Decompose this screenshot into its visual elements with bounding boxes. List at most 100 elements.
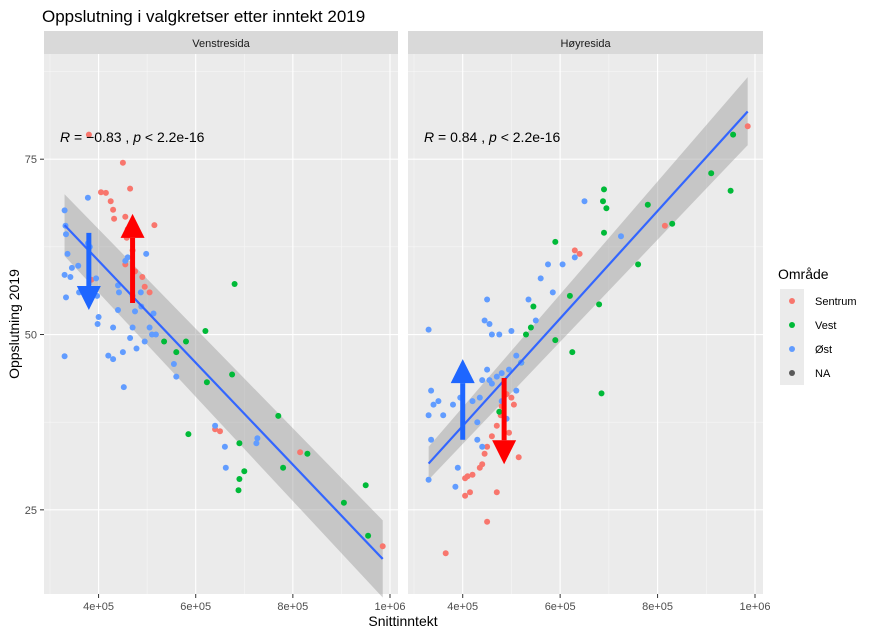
data-point <box>217 428 223 435</box>
data-point <box>479 377 486 384</box>
arrows-layer <box>76 213 517 465</box>
data-point <box>94 321 101 327</box>
data-point <box>571 254 578 261</box>
data-point <box>493 422 500 429</box>
legend-label: NA <box>815 368 831 380</box>
data-point <box>661 222 668 229</box>
plot-panel-right <box>408 54 763 594</box>
regression-line-layer <box>63 110 749 560</box>
data-point <box>61 207 68 214</box>
data-point <box>425 476 432 483</box>
data-point <box>596 301 603 308</box>
data-point <box>127 335 134 341</box>
data-point <box>143 250 150 257</box>
data-point <box>425 326 432 333</box>
regression-line <box>63 224 384 560</box>
data-point <box>496 408 503 415</box>
plot-panel-left <box>44 54 398 594</box>
data-point <box>116 289 122 296</box>
grid-layer <box>44 54 763 594</box>
data-point <box>430 401 437 408</box>
data-point <box>141 338 148 345</box>
data-point <box>530 303 537 310</box>
data-point <box>75 262 82 269</box>
data-point <box>474 436 481 443</box>
data-point <box>545 261 551 268</box>
data-point <box>601 186 607 193</box>
data-point <box>601 229 607 236</box>
data-point <box>280 464 287 471</box>
data-point <box>173 349 180 356</box>
data-point <box>428 436 435 443</box>
data-point <box>151 222 158 229</box>
y-tick-label: 50 <box>25 330 37 342</box>
data-point <box>513 387 520 394</box>
x-tick-label: 1e+06 <box>375 601 406 613</box>
x-tick-label: 4e+05 <box>447 601 478 613</box>
data-point <box>379 543 386 550</box>
data-point <box>440 412 447 419</box>
data-point <box>63 294 69 301</box>
data-point <box>222 464 229 471</box>
strip-label-right: Høyresida <box>560 38 611 50</box>
data-point <box>484 443 491 450</box>
regression-line <box>427 110 749 465</box>
data-point <box>362 482 369 489</box>
data-point <box>476 464 483 471</box>
data-point <box>110 206 117 213</box>
data-point <box>744 123 751 130</box>
data-point <box>124 254 131 261</box>
data-point <box>532 317 539 324</box>
data-point <box>730 131 737 138</box>
legend-label: Øst <box>815 344 832 356</box>
data-point <box>566 292 573 299</box>
data-point <box>552 238 559 245</box>
data-point <box>513 352 520 359</box>
data-point <box>576 250 583 257</box>
axes-layer: 4e+05 6e+05 8e+05 1e+06 4e+05 6e+05 8e+05 1e+06… <box>25 154 771 613</box>
data-point <box>98 189 104 196</box>
data-point <box>450 401 456 408</box>
data-point <box>481 317 488 324</box>
y-tick-label: 75 <box>25 154 37 166</box>
data-point <box>523 331 529 338</box>
data-point <box>122 213 129 220</box>
data-point <box>510 401 517 408</box>
data-point <box>527 324 534 331</box>
data-point <box>146 289 153 296</box>
data-point <box>493 489 500 496</box>
legend-title: Område <box>778 266 829 282</box>
data-point <box>102 189 109 196</box>
data-point <box>68 264 75 271</box>
stat-label-left: R = −0.83 , p < 2.2e-16 <box>60 129 205 145</box>
data-point <box>454 464 461 471</box>
data-point <box>727 187 734 194</box>
x-tick-label: 4e+05 <box>83 601 114 613</box>
data-point <box>469 471 476 478</box>
data-point <box>105 352 112 359</box>
arrow-head <box>492 440 517 465</box>
data-point <box>93 275 100 282</box>
data-point <box>229 371 236 378</box>
data-point <box>481 450 488 457</box>
legend-label: Sentrum <box>815 296 857 308</box>
data-point <box>67 274 74 280</box>
data-point <box>236 440 243 447</box>
data-point <box>120 384 127 391</box>
data-point <box>435 398 442 405</box>
data-point <box>203 379 210 386</box>
data-point <box>425 412 432 419</box>
arrow-head <box>120 213 145 238</box>
data-point <box>241 468 248 475</box>
data-point <box>508 394 515 401</box>
chart-title: Oppslutning i valgkretser etter inntekt … <box>42 7 365 26</box>
data-point <box>669 220 676 227</box>
data-point <box>185 431 192 438</box>
data-point <box>297 449 304 456</box>
data-point <box>129 324 136 331</box>
data-point <box>127 185 134 192</box>
data-point <box>552 337 559 344</box>
data-point <box>479 443 486 450</box>
data-point <box>462 475 469 482</box>
